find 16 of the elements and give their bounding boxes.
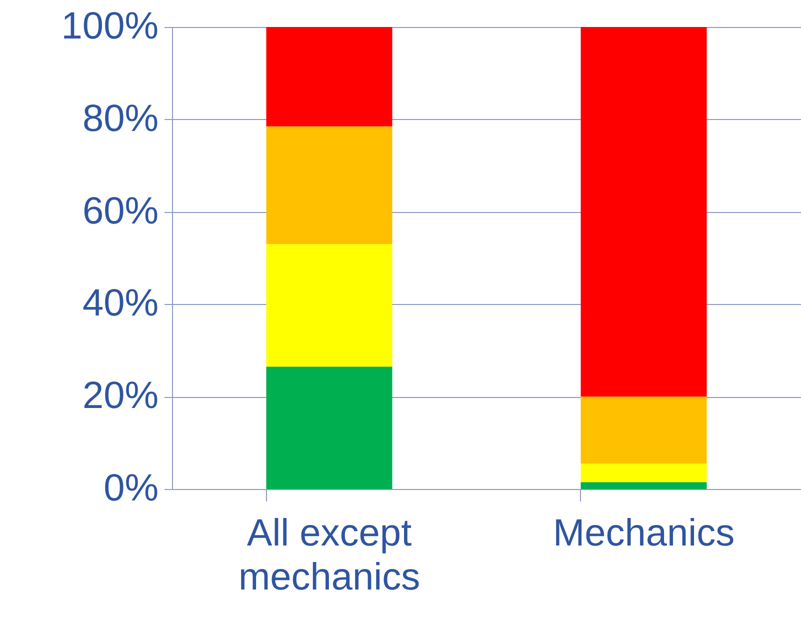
bar	[266, 366, 392, 489]
bar	[580, 482, 707, 489]
x-tick-label: Mechanics	[552, 512, 735, 554]
bar	[580, 464, 707, 482]
bar	[266, 126, 392, 244]
y-tick-label: 80%	[82, 98, 158, 140]
y-tick-label: 20%	[82, 375, 158, 418]
y-tick-label: 100%	[61, 6, 158, 48]
y-tick-label: 0%	[104, 468, 158, 510]
bar	[266, 244, 392, 367]
y-tick-label: 40%	[82, 282, 158, 325]
y-tick-label: 60%	[82, 190, 158, 232]
bar	[580, 396, 707, 464]
bar	[580, 27, 707, 397]
x-tick-label: All except mechanics	[238, 512, 420, 598]
bar	[266, 27, 392, 126]
